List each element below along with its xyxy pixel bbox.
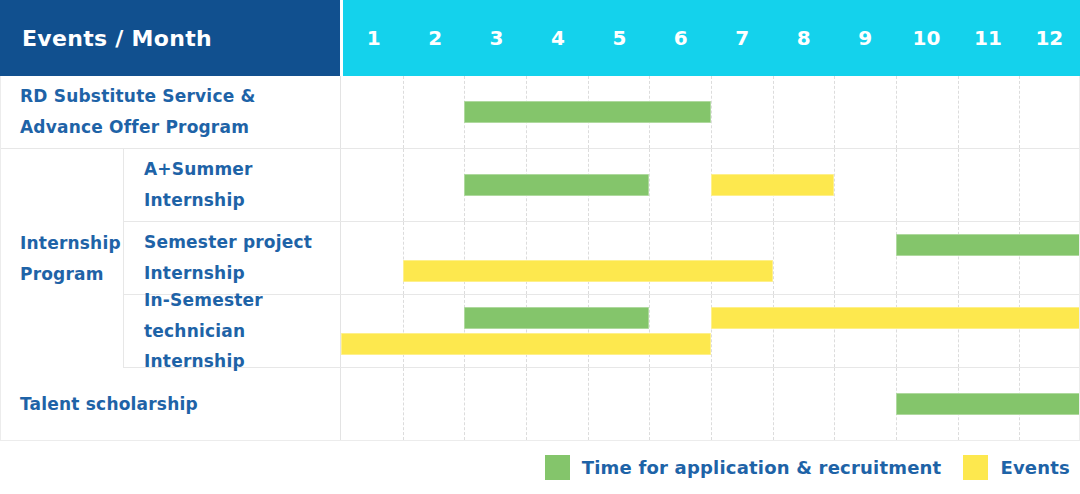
month-gridline <box>711 368 712 440</box>
row-label: In-Semester technician Internship <box>124 295 340 367</box>
chart-legend: Time for application & recruitment Event… <box>0 441 1080 494</box>
month-gridline <box>896 76 897 148</box>
month-gridline <box>403 295 404 367</box>
month-gridline <box>403 149 404 221</box>
month-gridline <box>464 295 465 367</box>
table-header-row: Events / Month 123456789101112 <box>0 0 1080 76</box>
month-gridline <box>649 149 650 221</box>
month-gridline <box>1019 149 1020 221</box>
month-header-7: 7 <box>712 0 773 76</box>
month-header-5: 5 <box>589 0 650 76</box>
recruitment-bar <box>896 393 1080 415</box>
month-gridline <box>464 222 465 294</box>
month-header-6: 6 <box>650 0 711 76</box>
legend-events-swatch <box>963 455 988 480</box>
table-row: In-Semester technician Internship <box>124 295 1080 368</box>
recruitment-bar <box>896 234 1080 256</box>
month-gridline <box>1019 222 1020 294</box>
month-gridline <box>896 222 897 294</box>
month-gridline <box>958 76 959 148</box>
row-label: RD Substitute Service & Advance Offer Pr… <box>0 76 340 148</box>
month-gridline <box>958 222 959 294</box>
month-gridline <box>588 222 589 294</box>
month-gridline <box>588 295 589 367</box>
month-gridline <box>649 295 650 367</box>
month-header-3: 3 <box>466 0 527 76</box>
month-header-8: 8 <box>773 0 834 76</box>
row-timeline <box>340 295 1080 367</box>
month-gridline <box>773 368 774 440</box>
legend-recruitment-label: Time for application & recruitment <box>582 457 942 478</box>
month-gridline <box>711 76 712 148</box>
table-row: RD Substitute Service & Advance Offer Pr… <box>0 76 1080 149</box>
page-title: Events / Month <box>22 26 212 51</box>
month-header-9: 9 <box>834 0 895 76</box>
month-header-12: 12 <box>1019 0 1080 76</box>
group-label: Internship Program <box>0 149 124 368</box>
month-gridline <box>526 222 527 294</box>
month-gridline <box>958 149 959 221</box>
recruitment-bar <box>464 101 711 123</box>
row-timeline <box>340 222 1080 294</box>
month-gridline <box>958 295 959 367</box>
month-gridline <box>1019 295 1020 367</box>
row-label: Semester project Internship <box>124 222 340 294</box>
event-bar <box>403 260 773 282</box>
month-gridline <box>649 222 650 294</box>
month-header-4: 4 <box>527 0 588 76</box>
month-gridline <box>773 295 774 367</box>
month-header-strip: 123456789101112 <box>340 0 1080 76</box>
month-gridline <box>896 149 897 221</box>
row-group-internship-program: Internship ProgramA+Summer InternshipSem… <box>0 149 1080 368</box>
gantt-schedule-chart: Events / Month 123456789101112 RD Substi… <box>0 0 1080 494</box>
month-gridline <box>403 222 404 294</box>
month-gridline <box>464 368 465 440</box>
month-header-10: 10 <box>896 0 957 76</box>
month-gridline <box>834 295 835 367</box>
month-gridline <box>773 222 774 294</box>
month-gridline <box>526 368 527 440</box>
row-timeline <box>340 76 1080 148</box>
events-month-header-cell: Events / Month <box>0 0 340 76</box>
legend-recruitment-swatch <box>545 455 570 480</box>
event-bar <box>341 333 711 355</box>
row-timeline <box>340 368 1080 440</box>
event-bar <box>711 307 1080 329</box>
row-timeline <box>340 149 1080 221</box>
month-header-1: 1 <box>343 0 404 76</box>
legend-events-label: Events <box>1000 457 1070 478</box>
table-row: Semester project Internship <box>124 222 1080 295</box>
table-body: RD Substitute Service & Advance Offer Pr… <box>0 76 1080 441</box>
row-label: Talent scholarship <box>0 368 340 440</box>
month-gridline <box>834 368 835 440</box>
month-header-11: 11 <box>957 0 1018 76</box>
month-gridline <box>403 368 404 440</box>
month-gridline <box>896 295 897 367</box>
month-gridline <box>711 295 712 367</box>
month-header-2: 2 <box>404 0 465 76</box>
month-gridline <box>588 368 589 440</box>
month-gridline <box>526 295 527 367</box>
month-gridline <box>1019 76 1020 148</box>
month-gridline <box>834 222 835 294</box>
row-label: A+Summer Internship <box>124 149 340 221</box>
group-rows: A+Summer InternshipSemester project Inte… <box>124 149 1080 368</box>
month-gridline <box>649 368 650 440</box>
table-row: A+Summer Internship <box>124 149 1080 222</box>
table-row: Talent scholarship <box>0 368 1080 441</box>
month-gridline <box>403 76 404 148</box>
event-bar <box>711 174 834 196</box>
month-gridline <box>773 76 774 148</box>
recruitment-bar <box>464 307 649 329</box>
month-gridline <box>711 222 712 294</box>
recruitment-bar <box>464 174 649 196</box>
month-gridline <box>834 76 835 148</box>
month-gridline <box>834 149 835 221</box>
